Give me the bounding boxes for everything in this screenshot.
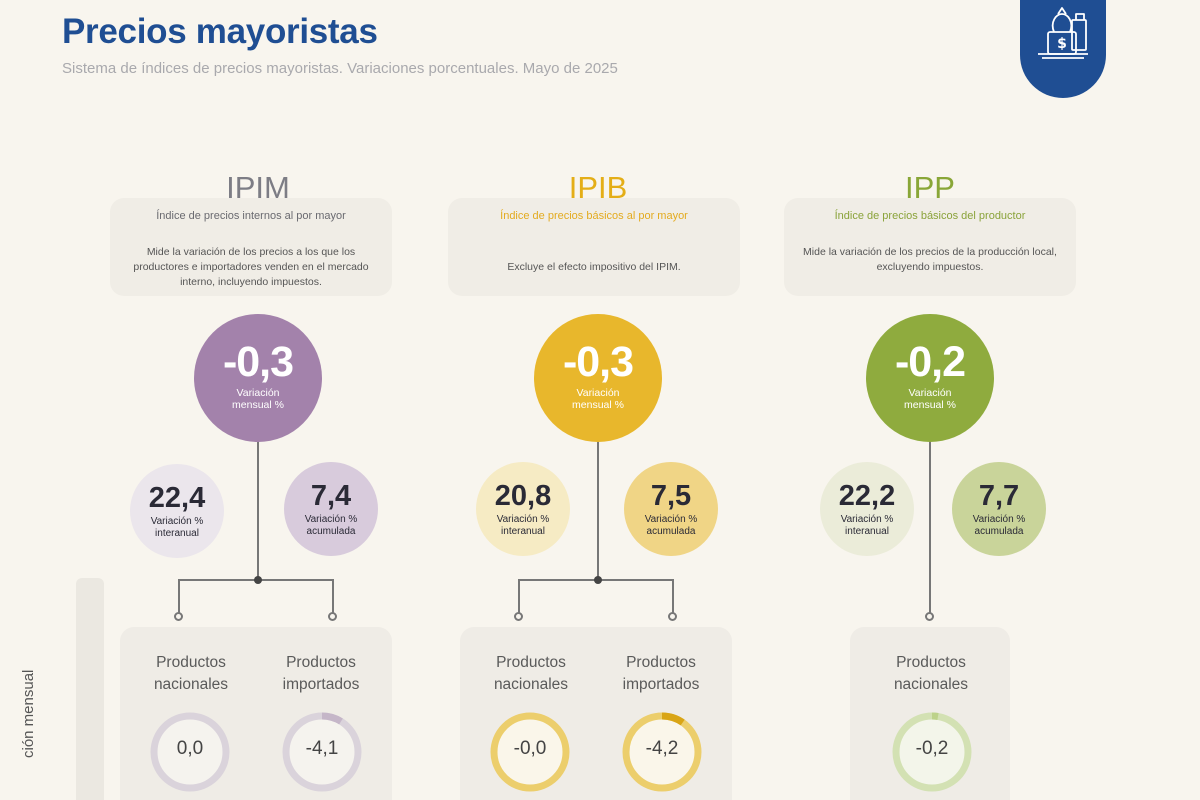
ipim-description: Mide la variación de los precios a los q… xyxy=(133,246,369,288)
ipp-info-card: Índice de precios básicos del productor … xyxy=(784,198,1076,296)
ipib-yoy-label: Variación % interanual xyxy=(496,514,550,537)
ipim-national-label: Productos nacionales xyxy=(153,654,229,693)
ipib-yoy-value: 20,8 xyxy=(494,480,552,512)
ipim-monthly-label: Variación mensual % xyxy=(232,387,284,411)
ipib-imported-value: -4,2 xyxy=(645,738,679,759)
ipp-monthly-circle: -0,2 Variación mensual % xyxy=(866,314,994,442)
ipim-branch-end-right xyxy=(328,612,337,621)
ipib-info-card: Índice de precios básicos al por mayor E… xyxy=(448,198,740,296)
ipim-yoy-label: Variación % interanual xyxy=(150,516,204,539)
ipib-national-value: -0,0 xyxy=(513,738,547,759)
ipib-branch-end-right xyxy=(668,612,677,621)
ipim-column: IPIM Índice de precios internos al por m… xyxy=(88,0,428,800)
ipib-monthly-value: -0,3 xyxy=(562,338,634,386)
ipim-yoy-value: 22,4 xyxy=(148,482,206,514)
ipim-yoy-circle: 22,4 Variación % interanual xyxy=(130,464,224,558)
ipim-imported-donut xyxy=(282,712,362,792)
ipp-yoy-circle: 22,2 Variación % interanual xyxy=(820,462,914,556)
logo-badge: $ xyxy=(1020,0,1106,98)
ipib-description: Excluye el efecto impositivo del IPIM. xyxy=(507,261,681,273)
ipim-accum-circle: 7,4 Variación % acumulada xyxy=(284,462,378,556)
page-title: Precios mayoristas xyxy=(62,12,378,51)
page-subtitle: Sistema de índices de precios mayoristas… xyxy=(62,60,618,77)
ipp-stem-line xyxy=(929,440,931,616)
ipib-accum-circle: 7,5 Variación % acumulada xyxy=(624,462,718,556)
ipp-branch-end xyxy=(925,612,934,621)
ipim-branch-right xyxy=(332,579,334,613)
ipp-monthly-value: -0,2 xyxy=(894,338,966,386)
ipp-yoy-label: Variación % interanual xyxy=(840,514,894,537)
ipib-branch-right xyxy=(672,579,674,613)
ipp-national-donut xyxy=(892,712,972,792)
ipim-branch-end-left xyxy=(174,612,183,621)
money-bag-icon: $ xyxy=(1038,7,1088,59)
ipp-accum-value: 7,7 xyxy=(978,480,1020,512)
ipib-name: Índice de precios básicos al por mayor xyxy=(500,210,688,222)
ipib-imported-donut xyxy=(622,712,702,792)
ipp-national-label: Productos nacionales xyxy=(893,654,969,693)
ipib-branch-left xyxy=(518,579,520,613)
side-label: ción mensual xyxy=(20,669,37,758)
ipim-branch-left xyxy=(178,579,180,613)
ipib-imported-label: Productos importados xyxy=(622,654,700,693)
ipp-yoy-value: 22,2 xyxy=(838,480,896,512)
ipim-accum-label: Variación % acumulada xyxy=(304,514,358,537)
ipim-national-donut xyxy=(150,712,230,792)
ipp-name: Índice de precios básicos del productor xyxy=(834,210,1026,222)
ipim-monthly-circle: -0,3 Variación mensual % xyxy=(194,314,322,442)
ipib-junction-dot xyxy=(594,576,602,584)
ipp-accum-circle: 7,7 Variación % acumulada xyxy=(952,462,1046,556)
svg-text:$: $ xyxy=(1057,36,1067,52)
ipib-monthly-circle: -0,3 Variación mensual % xyxy=(534,314,662,442)
ipib-stem-line xyxy=(597,440,599,580)
ipib-accum-label: Variación % acumulada xyxy=(644,514,698,537)
ipim-info-card: Índice de precios internos al por mayor … xyxy=(110,198,392,296)
ipp-column: IPP Índice de precios básicos del produc… xyxy=(760,0,1100,800)
ipim-stem-line xyxy=(257,440,259,580)
ipib-yoy-circle: 20,8 Variación % interanual xyxy=(476,462,570,556)
ipim-name: Índice de precios internos al por mayor xyxy=(156,210,346,222)
ipim-national-value: 0,0 xyxy=(176,738,204,759)
ipib-branch-end-left xyxy=(514,612,523,621)
ipib-national-donut xyxy=(490,712,570,792)
ipp-national-value: -0,2 xyxy=(915,738,949,759)
ipim-imported-value: -4,1 xyxy=(305,738,339,759)
ipim-accum-value: 7,4 xyxy=(310,480,352,512)
ipim-imported-label: Productos importados xyxy=(282,654,360,693)
ipib-monthly-label: Variación mensual % xyxy=(572,387,624,411)
ipib-national-label: Productos nacionales xyxy=(493,654,569,693)
ipp-accum-label: Variación % acumulada xyxy=(972,514,1026,537)
ipim-junction-dot xyxy=(254,576,262,584)
ipp-description: Mide la variación de los precios de la p… xyxy=(803,246,1057,273)
ipim-monthly-value: -0,3 xyxy=(222,338,294,386)
ipib-accum-value: 7,5 xyxy=(650,480,692,512)
ipib-column: IPIB Índice de precios básicos al por ma… xyxy=(428,0,768,800)
side-label-strip xyxy=(76,578,104,800)
ipp-monthly-label: Variación mensual % xyxy=(904,387,956,411)
